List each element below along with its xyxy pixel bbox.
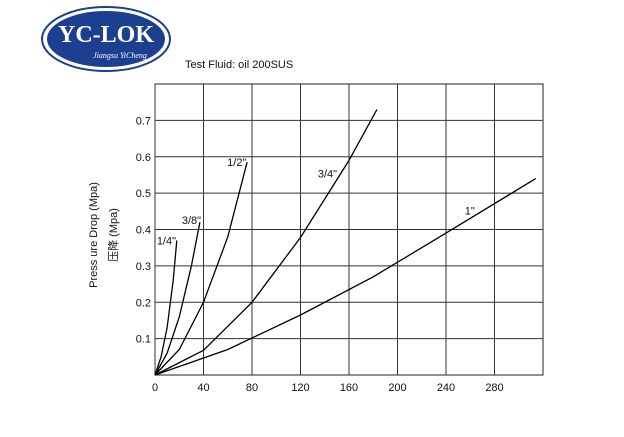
y-tick-label: 0.2 xyxy=(136,297,151,309)
y-tick-label: 0.5 xyxy=(136,188,151,200)
x-tick-label: 160 xyxy=(340,382,358,394)
series-line xyxy=(154,222,201,376)
x-tick-label: 120 xyxy=(291,382,309,394)
chart-title: Test Fluid: oil 200SUS xyxy=(185,59,293,71)
x-tick-label: 200 xyxy=(388,382,406,394)
logo-subtitle: Jiangsu YiCheng xyxy=(93,51,147,60)
x-tick-label: 280 xyxy=(485,382,503,394)
series-line xyxy=(154,109,378,376)
x-tick-label: 240 xyxy=(437,382,455,394)
x-tick-label: 40 xyxy=(197,382,209,394)
series-line xyxy=(154,178,537,376)
y-axis-label: Press ure Drop (Mpa) xyxy=(88,182,100,288)
logo: YC-LOK Jiangsu YiCheng xyxy=(41,6,171,72)
series-line xyxy=(154,162,248,376)
series-label: 1/4" xyxy=(157,235,176,247)
series-line xyxy=(154,240,178,376)
series-label: 3/4" xyxy=(318,168,337,180)
series-label: 1/2" xyxy=(227,157,246,169)
x-tick-label: 80 xyxy=(246,382,258,394)
y-tick-label: 0.4 xyxy=(136,225,151,237)
y-axis-label-2: 压降 (Mpa) xyxy=(106,208,120,262)
y-tick-label: 0.6 xyxy=(136,152,151,164)
logo-name: YC-LOK xyxy=(58,22,154,48)
x-tick-label: 0 xyxy=(152,382,158,394)
y-tick-label: 0.7 xyxy=(136,115,151,127)
series-label: 3/8" xyxy=(182,215,201,227)
y-tick-label: 0.3 xyxy=(136,261,151,273)
y-tick-label: 0.1 xyxy=(136,334,151,346)
logo-body xyxy=(47,11,165,67)
series-label: 1" xyxy=(465,206,475,218)
